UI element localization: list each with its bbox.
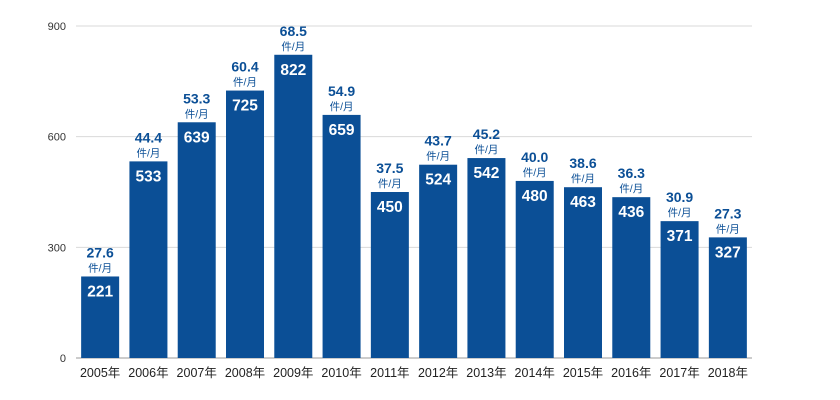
bar <box>515 180 554 358</box>
monthly-unit-label: 件/月 <box>716 223 740 235</box>
x-tick-label: 2007年 <box>177 366 217 380</box>
bar <box>129 161 168 358</box>
x-tick-label: 2011年 <box>370 366 409 380</box>
bar <box>467 158 506 358</box>
monthly-value-label: 45.2 <box>473 126 500 142</box>
x-tick-label: 2015年 <box>563 366 603 380</box>
bar <box>226 90 264 359</box>
bar <box>81 276 120 358</box>
bar <box>370 192 409 358</box>
bar-value-label: 327 <box>715 244 741 261</box>
x-tick-label: 2017年 <box>659 366 699 380</box>
monthly-unit-label: 件/月 <box>281 41 305 53</box>
x-tick-label: 2008年 <box>225 366 265 380</box>
monthly-value-label: 40.0 <box>521 149 548 165</box>
monthly-value-label: 53.3 <box>183 90 210 106</box>
monthly-unit-label: 件/月 <box>668 207 692 219</box>
monthly-unit-label: 件/月 <box>88 262 112 274</box>
monthly-unit-label: 件/月 <box>378 178 402 190</box>
x-tick-label: 2010年 <box>321 366 361 380</box>
monthly-value-label: 38.6 <box>569 155 596 171</box>
bar-value-label: 480 <box>522 188 548 205</box>
x-tick-label: 2012年 <box>418 366 458 380</box>
bar-value-label: 639 <box>184 129 210 146</box>
monthly-value-label: 68.5 <box>280 23 307 39</box>
monthly-unit-label: 件/月 <box>426 151 450 163</box>
monthly-value-label: 54.9 <box>328 83 355 99</box>
monthly-unit-label: 件/月 <box>523 167 547 179</box>
bar-value-label: 463 <box>570 194 596 211</box>
bar <box>177 122 216 358</box>
monthly-unit-label: 件/月 <box>571 173 595 185</box>
y-tick-label: 900 <box>48 21 66 33</box>
monthly-unit-label: 件/月 <box>233 77 257 89</box>
monthly-unit-label: 件/月 <box>619 183 643 195</box>
monthly-unit-label: 件/月 <box>185 108 209 120</box>
x-axis: 2005年 2006年 2007年 2008年 2009年 2010年 2011年 2012年… <box>80 366 748 380</box>
monthly-value-label: 44.4 <box>135 129 162 145</box>
bars: 221 件/月 27.6 533 件/月 44.4 639 件/月 53.3 725 件/月 60.4… <box>81 23 747 359</box>
monthly-unit-label: 件/月 <box>136 147 160 159</box>
bar <box>660 221 699 358</box>
x-tick-label: 2013年 <box>466 366 506 380</box>
x-tick-label: 2014年 <box>515 366 555 380</box>
y-axis: 0 300 600 900 <box>48 21 66 365</box>
x-tick-label: 2005年 <box>80 366 120 380</box>
y-tick-label: 0 <box>60 353 66 365</box>
bar-value-label: 450 <box>377 199 403 216</box>
y-tick-label: 600 <box>48 132 66 144</box>
monthly-value-label: 43.7 <box>425 133 452 149</box>
bar-value-label: 371 <box>667 228 693 245</box>
bar-value-label: 659 <box>329 122 355 139</box>
bar <box>708 237 747 358</box>
x-tick-label: 2009年 <box>273 366 313 380</box>
bar-value-label: 822 <box>280 62 306 79</box>
bar-value-label: 725 <box>232 98 258 115</box>
monthly-value-label: 60.4 <box>231 59 258 75</box>
bar <box>612 197 651 358</box>
monthly-value-label: 27.3 <box>714 205 741 221</box>
y-tick-label: 300 <box>48 242 66 254</box>
x-tick-label: 2018年 <box>708 366 748 380</box>
monthly-unit-label: 件/月 <box>474 144 498 156</box>
bar-value-label: 542 <box>473 165 499 182</box>
bar-value-label: 524 <box>425 172 451 189</box>
monthly-value-label: 36.3 <box>618 165 645 181</box>
bar <box>564 187 602 358</box>
x-tick-label: 2006年 <box>128 366 168 380</box>
bar <box>419 164 458 358</box>
bar-value-label: 533 <box>135 168 161 185</box>
x-tick-label: 2016年 <box>611 366 651 380</box>
monthly-value-label: 30.9 <box>666 189 693 205</box>
grid-lines <box>76 25 752 359</box>
bar <box>274 54 313 358</box>
bar <box>322 114 361 358</box>
bar-value-label: 436 <box>618 204 644 221</box>
monthly-unit-label: 件/月 <box>330 101 354 113</box>
monthly-value-label: 37.5 <box>376 160 403 176</box>
bar-value-label: 221 <box>87 283 113 300</box>
monthly-value-label: 27.6 <box>87 244 114 260</box>
